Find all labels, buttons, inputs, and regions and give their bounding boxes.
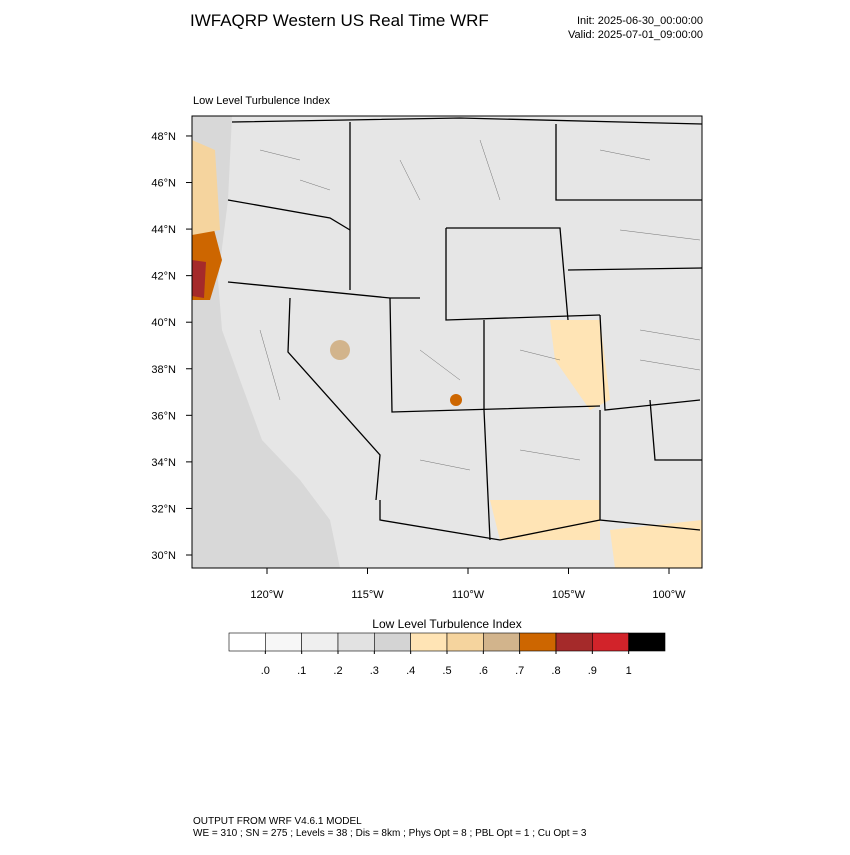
- colorbar-tick-label: .4: [406, 665, 415, 677]
- lon-tick-label: 100°W: [652, 589, 686, 601]
- moderate-area: [192, 140, 220, 235]
- colorbar-tick-label: .2: [333, 665, 342, 677]
- lon-tick-label: 110°W: [452, 589, 485, 601]
- colorbar-box: [446, 632, 484, 652]
- title: IWFAQRP Western US Real Time WRF: [190, 11, 489, 30]
- colorbar-tick-label: .5: [442, 665, 451, 677]
- lon-tick-label: 115°W: [351, 589, 384, 601]
- init-time: Init: 2025-06-30_00:00:00: [577, 15, 703, 27]
- colorbar-box: [628, 632, 666, 652]
- moderate-area: [490, 500, 600, 540]
- state-borders: [227, 117, 703, 541]
- hotspot: [450, 394, 462, 406]
- colorbar-box: [555, 632, 593, 652]
- colorbar-tick-label: .9: [588, 665, 597, 677]
- map-label: Low Level Turbulence Index: [193, 95, 330, 107]
- moderate-area: [550, 320, 610, 410]
- hotspot: [192, 260, 206, 298]
- county-borders: [259, 139, 701, 471]
- colorbar-tick-label: 1: [626, 665, 632, 677]
- colorbar-box: [337, 632, 375, 652]
- footer-line: WE = 310 ; SN = 275 ; Levels = 38 ; Dis …: [193, 828, 587, 839]
- colorbar-box: [265, 632, 302, 652]
- colorbar-box: [592, 632, 629, 652]
- footer-line: OUTPUT FROM WRF V4.6.1 MODEL: [193, 816, 362, 827]
- colorbar-tick-label: .6: [479, 665, 488, 677]
- colorbar-tick-label: .0: [261, 665, 270, 677]
- colorbar-title: Low Level Turbulence Index: [372, 617, 521, 631]
- colorbar-box: [228, 632, 266, 652]
- moderate-area: [330, 340, 350, 360]
- colorbar-box: [374, 632, 411, 652]
- lat-tick-label: 44°N: [151, 224, 176, 236]
- map-frame: [191, 115, 703, 569]
- lat-tick-label: 38°N: [151, 364, 176, 376]
- colorbar-tick-label: .1: [297, 665, 306, 677]
- lon-tick-label: 105°W: [552, 589, 586, 601]
- lat-tick-label: 32°N: [151, 503, 176, 515]
- colorbar-box: [410, 632, 448, 652]
- lat-tick-label: 40°N: [151, 317, 176, 329]
- valid-time: Valid: 2025-07-01_09:00:00: [568, 29, 703, 41]
- colorbar-box: [301, 632, 339, 652]
- lat-tick-label: 46°N: [151, 178, 176, 190]
- lon-tick-label: 120°W: [250, 589, 284, 601]
- lat-tick-label: 48°N: [151, 131, 176, 143]
- colorbar-tick-label: .8: [551, 665, 560, 677]
- lat-tick-label: 30°N: [151, 550, 176, 562]
- colorbar-tick-label: .3: [370, 665, 379, 677]
- colorbar-tick-label: .7: [515, 665, 524, 677]
- colorbar-box: [519, 632, 557, 652]
- ocean: [192, 116, 340, 568]
- moderate-area: [610, 520, 702, 568]
- lat-tick-label: 34°N: [151, 457, 176, 469]
- lat-tick-label: 36°N: [151, 410, 176, 422]
- map: [191, 115, 703, 569]
- colorbar-box: [483, 632, 520, 652]
- lat-tick-label: 42°N: [151, 271, 176, 283]
